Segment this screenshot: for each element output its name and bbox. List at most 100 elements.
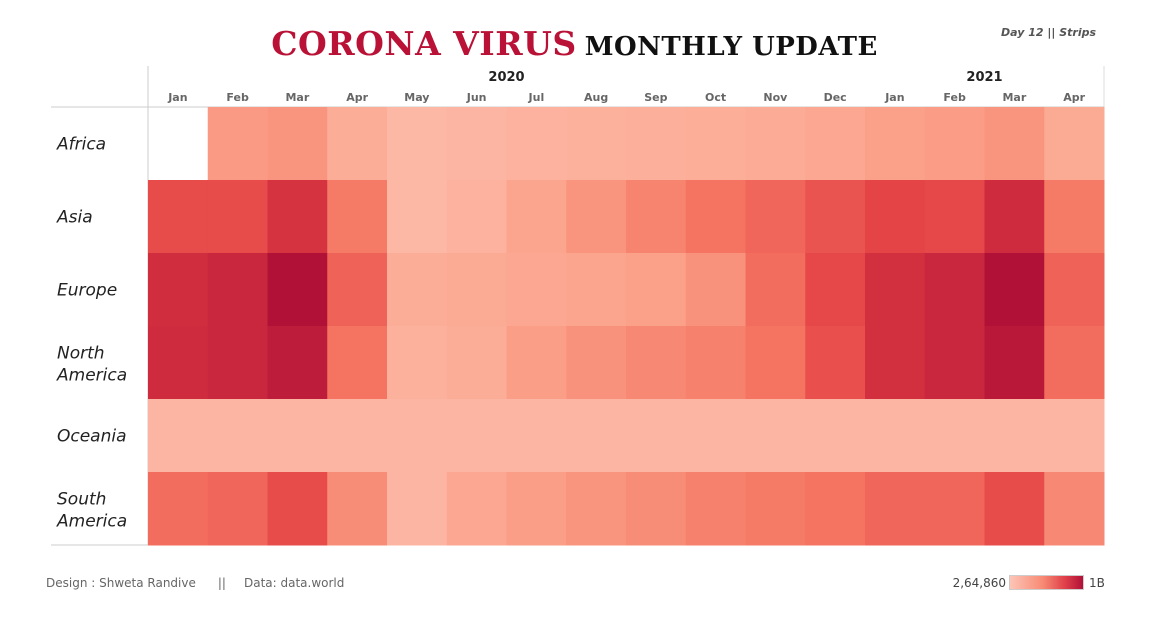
heatmap-cell bbox=[387, 472, 448, 546]
heatmap-cell bbox=[207, 180, 268, 254]
heatmap-cell bbox=[984, 107, 1045, 181]
heatmap-cell bbox=[207, 253, 268, 327]
heatmap-cell bbox=[865, 472, 926, 546]
heatmap-cell bbox=[924, 107, 985, 181]
heatmap-cell bbox=[387, 107, 448, 181]
heatmap-cell bbox=[387, 399, 448, 473]
month-label: Apr bbox=[346, 91, 368, 104]
heatmap-cell bbox=[745, 107, 806, 181]
heatmap-cell bbox=[327, 107, 388, 181]
heatmap-cell bbox=[207, 107, 268, 181]
heatmap-cell bbox=[626, 253, 687, 327]
month-label: Oct bbox=[705, 91, 726, 104]
footer-separator: || bbox=[217, 576, 226, 590]
heatmap-cell bbox=[865, 253, 926, 327]
heatmap-cell bbox=[805, 180, 866, 254]
heatmap-cell bbox=[805, 472, 866, 546]
heatmap-cell bbox=[685, 399, 746, 473]
month-label: Mar bbox=[1002, 91, 1026, 104]
heatmap-cell bbox=[566, 399, 627, 473]
heatmap-cell bbox=[1044, 326, 1105, 400]
labels-layer: 2020 2021 Jan Feb Mar Apr May Jun Jul Aug Sep Oct No… bbox=[56, 70, 1086, 532]
heatmap-cell bbox=[1044, 107, 1105, 181]
month-label: May bbox=[404, 91, 429, 104]
row-label: America bbox=[56, 366, 127, 386]
heatmap-cell bbox=[506, 326, 567, 400]
legend-max-label: 1B bbox=[1089, 576, 1105, 590]
heatmap-cell bbox=[207, 326, 268, 400]
year-label-2021: 2021 bbox=[966, 70, 1002, 85]
heatmap-cell bbox=[506, 253, 567, 327]
row-label: Asia bbox=[56, 208, 93, 228]
heatmap-cell bbox=[446, 326, 507, 400]
corner-note: Day 12 || Strips bbox=[1001, 26, 1097, 39]
heatmap-cell bbox=[924, 472, 985, 546]
chart-title: CORONA VIRUS MONTHLY UPDATE bbox=[0, 24, 1149, 70]
month-label: Feb bbox=[226, 91, 249, 104]
heatmap-cell bbox=[148, 399, 209, 473]
heatmap-cell bbox=[805, 107, 866, 181]
heatmap-cell bbox=[865, 399, 926, 473]
heatmap-cell bbox=[446, 253, 507, 327]
title-highlight: CORONA VIRUS bbox=[271, 24, 577, 63]
heatmap-cell bbox=[387, 326, 448, 400]
heatmap-cell bbox=[865, 180, 926, 254]
design-credit: Design : Shweta Randive bbox=[46, 576, 196, 590]
heatmap-cell bbox=[805, 253, 866, 327]
heatmap-cell bbox=[1044, 253, 1105, 327]
heatmap-cell bbox=[566, 253, 627, 327]
heatmap-cell bbox=[805, 326, 866, 400]
heatmap-cell bbox=[506, 472, 567, 546]
heatmap-cell bbox=[865, 107, 926, 181]
heatmap-cell bbox=[685, 253, 746, 327]
year-label-2020: 2020 bbox=[488, 70, 524, 85]
heatmap-cell bbox=[387, 180, 448, 254]
month-label: Jun bbox=[466, 91, 487, 104]
month-label: Sep bbox=[644, 91, 667, 104]
heatmap-cell bbox=[984, 326, 1045, 400]
row-label: Africa bbox=[56, 135, 106, 155]
row-label: Europe bbox=[57, 281, 117, 301]
heatmap-cell bbox=[745, 253, 806, 327]
footer-credits: Design : Shweta Randive || Data: data.worl… bbox=[46, 576, 344, 590]
heatmap-cell bbox=[506, 107, 567, 181]
heatmap-cell bbox=[267, 180, 328, 254]
heatmap-cell bbox=[566, 472, 627, 546]
month-label: Dec bbox=[824, 91, 847, 104]
heatmap-cell bbox=[267, 326, 328, 400]
heatmap-cell bbox=[446, 107, 507, 181]
heatmap-cell bbox=[626, 472, 687, 546]
heatmap-cell bbox=[506, 180, 567, 254]
heatmap-cell bbox=[805, 399, 866, 473]
row-label: Oceania bbox=[57, 427, 127, 447]
heatmap-cell bbox=[626, 326, 687, 400]
heatmap-cell bbox=[267, 253, 328, 327]
heatmap-cell bbox=[924, 180, 985, 254]
color-legend-bar bbox=[1009, 575, 1084, 590]
month-label: Feb bbox=[943, 91, 966, 104]
heatmap-cell bbox=[685, 326, 746, 400]
heatmap-cell bbox=[566, 180, 627, 254]
heatmap-cell bbox=[626, 399, 687, 473]
heatmap-cell bbox=[865, 326, 926, 400]
heatmap-cell bbox=[685, 180, 746, 254]
heatmap-cell bbox=[327, 326, 388, 400]
row-label: South bbox=[57, 490, 106, 510]
heatmap-cell bbox=[446, 472, 507, 546]
heatmap-cell bbox=[506, 399, 567, 473]
month-label: Nov bbox=[763, 91, 788, 104]
heatmap-cell bbox=[984, 180, 1045, 254]
heatmap-cell bbox=[148, 180, 209, 254]
month-label: Jan bbox=[167, 91, 187, 104]
heatmap-cell bbox=[267, 472, 328, 546]
month-label: Jul bbox=[528, 91, 545, 104]
heatmap-cell bbox=[745, 399, 806, 473]
heatmap-cell bbox=[626, 107, 687, 181]
heatmap-cell bbox=[1044, 180, 1105, 254]
legend-min-label: 2,64,860 bbox=[952, 576, 1006, 590]
data-source: Data: data.world bbox=[243, 576, 345, 590]
heatmap-cell bbox=[745, 472, 806, 546]
heatmap-cell bbox=[626, 180, 687, 254]
heatmap-cell bbox=[924, 253, 985, 327]
